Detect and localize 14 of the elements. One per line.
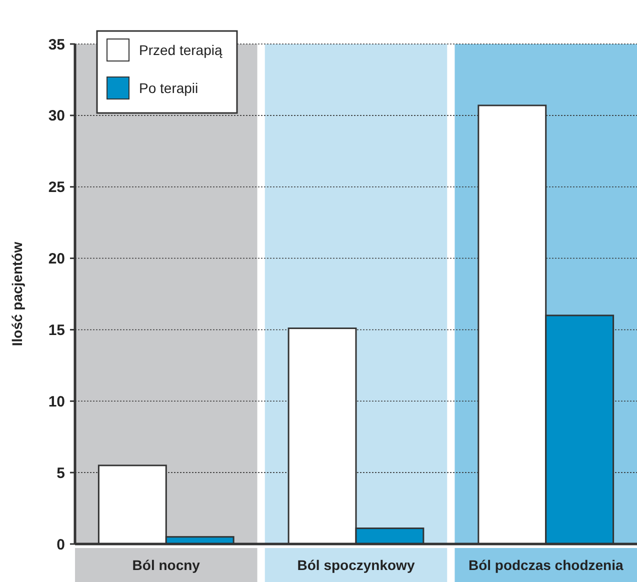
y-tick-label: 30 — [48, 108, 65, 125]
y-axis-title: Ilość pacjentów — [9, 242, 25, 346]
x-tick-label: Ból nocny — [132, 557, 200, 573]
y-tick-label: 35 — [48, 36, 65, 54]
legend-label: Po terapii — [139, 80, 198, 96]
y-tick-label: 5 — [56, 464, 65, 482]
y-tick-label: 20 — [48, 250, 65, 268]
y-tick-label: 15 — [48, 322, 65, 339]
y-tick-label: 10 — [48, 393, 65, 410]
x-tick-label: Ból spoczynkowy — [297, 557, 415, 573]
y-tick-label: 0 — [56, 536, 65, 554]
x-tick-label: Ból podczas chodzenia — [468, 557, 624, 573]
y-tick-label: 25 — [48, 179, 65, 196]
legend-label: Przed terapią — [139, 42, 222, 58]
